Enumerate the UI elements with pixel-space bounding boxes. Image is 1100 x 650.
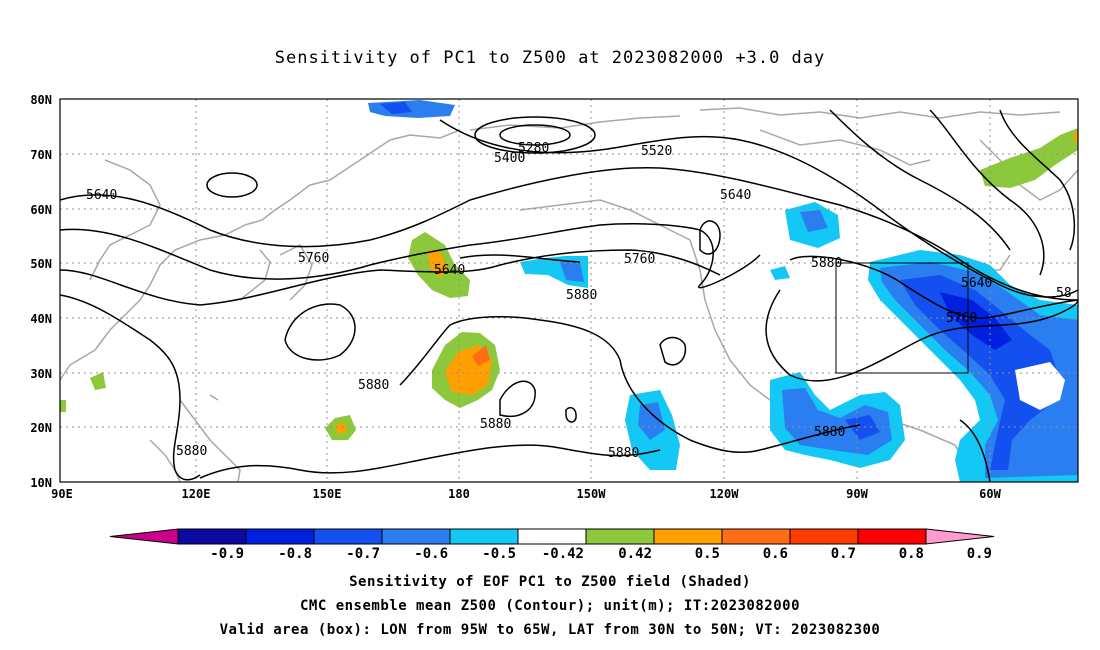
colorbar-label: -0.7 [346,546,380,562]
colorbar-label: -0.42 [542,546,584,562]
contour-labels: 5280 5400 5520 5640 5640 5640 5760 5760 … [86,141,1072,461]
colorbar-box [857,528,927,545]
contour-label: 5640 [720,188,751,203]
plot-title: Sensitivity of PC1 to Z500 at 2023082000… [274,48,826,68]
contour-label: 5760 [624,252,655,267]
colorbar-box [313,528,383,545]
colorbar: -0.9 -0.8 -0.7 -0.6 -0.5 -0.42 0.42 0.5 0.6 0.7 0.… [109,528,995,562]
lat-lon-grid [60,99,1078,482]
colorbar-box [449,528,519,545]
lat-label: 20N [30,421,52,435]
contour-label: 5880 [811,256,842,271]
lat-label: 60N [30,203,52,217]
lon-label: 90E [51,487,73,501]
colorbar-box [517,528,587,545]
lon-label: 180 [448,487,470,501]
lon-label: 90W [846,487,868,501]
contour-label: 5880 [814,425,845,440]
colorbar-label: 0.8 [899,546,924,562]
contour-label: 5760 [946,311,977,326]
colorbar-high-triangle [925,528,995,545]
colorbar-label: 0.7 [831,546,856,562]
contour-label: 5880 [176,444,207,459]
contour-label: 5280 [518,141,549,156]
contour-label: 5400 [494,151,525,166]
colorbar-low-triangle [109,528,179,545]
colorbar-box [381,528,451,545]
valid-area-box [835,262,969,374]
colorbar-box [721,528,791,545]
shade-negative-arctic [368,100,455,118]
map-frame [59,98,1079,483]
sensitivity-shading [60,100,1078,482]
lon-labels: 90E 120E 150E 180 150W 120W 90W 60W [51,487,1001,501]
contour-label: 5520 [641,144,672,159]
colorbar-label: -0.9 [210,546,244,562]
contour-label: 58 [1056,286,1072,301]
colorbar-label: 0.9 [967,546,992,562]
z500-contours [59,109,1079,483]
colorbar-label: -0.5 [482,546,516,562]
colorbar-label: 0.5 [695,546,720,562]
lat-label: 10N [30,476,52,490]
contour-label: 5880 [358,378,389,393]
lat-label: 70N [30,148,52,162]
colorbar-label: 0.6 [763,546,788,562]
caption-line-2: CMC ensemble mean Z500 (Contour); unit(m… [299,598,800,614]
colorbar-box [245,528,315,545]
lon-label: 120E [182,487,211,501]
contour-label: 5880 [480,417,511,432]
colorbar-box [177,528,247,545]
colorbar-label: 0.42 [618,546,652,562]
lat-label: 80N [30,93,52,107]
contour-label: 5880 [566,288,597,303]
colorbar-label: -0.8 [278,546,312,562]
colorbar-box [585,528,655,545]
lat-label: 40N [30,312,52,326]
colorbar-box [653,528,723,545]
colorbar-label: -0.6 [414,546,448,562]
contour-label: 5640 [961,276,992,291]
lon-label: 60W [979,487,1001,501]
lon-label: 150W [577,487,607,501]
lon-label: 150E [313,487,342,501]
colorbar-box [789,528,859,545]
caption-line-3: Valid area (box): LON from 95W to 65W, L… [219,622,881,638]
lat-label: 50N [30,257,52,271]
lon-label: 120W [710,487,740,501]
caption-line-1: Sensitivity of EOF PC1 to Z500 field (Sh… [349,574,751,590]
shade-positive-greenland [980,128,1078,188]
contour-label: 5880 [608,446,639,461]
contour-label: 5640 [86,188,117,203]
contour-label: 5760 [298,251,329,266]
lat-labels: 80N 70N 60N 50N 40N 30N 20N 10N [30,93,52,490]
contour-label: 5640 [434,263,465,278]
lat-label: 30N [30,367,52,381]
